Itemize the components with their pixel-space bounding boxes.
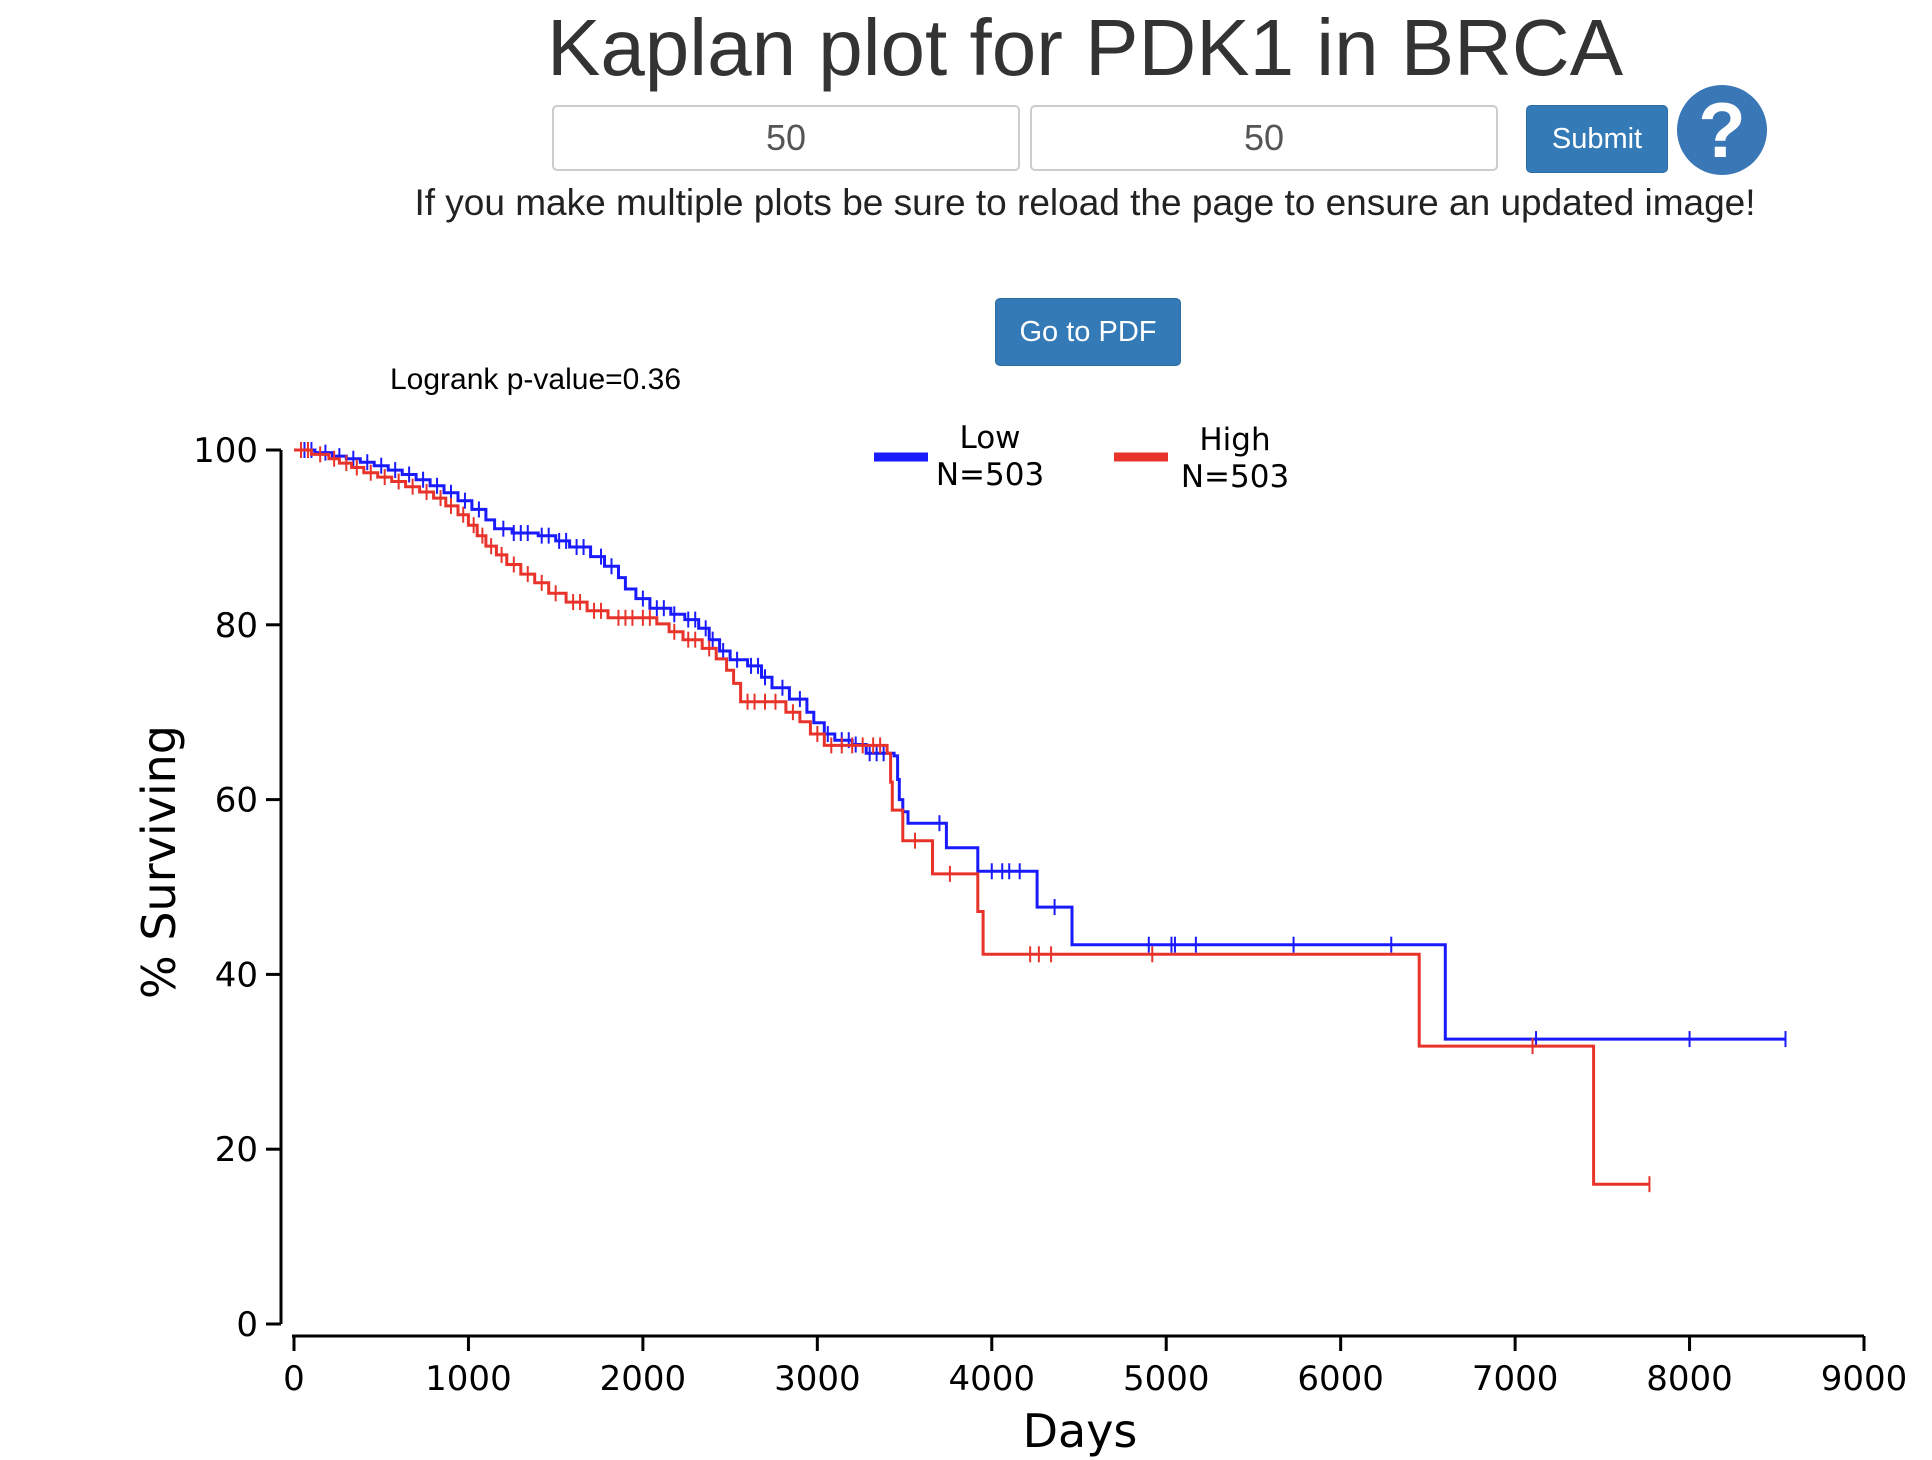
legend-label-low: Low: [959, 420, 1020, 456]
series-high: [294, 442, 1651, 1193]
logrank-annotation: Logrank p-value=0.36: [390, 363, 681, 396]
y-tick-label: 100: [193, 431, 258, 471]
x-tick-label: 4000: [949, 1359, 1036, 1399]
chart-axes: [279, 450, 1864, 1338]
y-tick-label: 80: [215, 606, 258, 646]
page-title: Kaplan plot for PDK1 in BRCA: [546, 3, 1624, 92]
question-circle-icon[interactable]: ?: [1677, 85, 1767, 175]
y-tick-label: 0: [236, 1305, 258, 1345]
y-tick-label: 60: [215, 781, 258, 821]
y-ticks: 0 20 40 60 80 100: [193, 431, 281, 1345]
x-tick-label: 1000: [425, 1359, 512, 1399]
x-tick-label: 2000: [600, 1359, 687, 1399]
legend-n-high: N=503: [1181, 459, 1289, 495]
reload-notice: If you make multiple plots be sure to re…: [414, 182, 1756, 223]
x-axis-title: Days: [1023, 1404, 1138, 1458]
legend-label-high: High: [1199, 422, 1270, 458]
x-tick-label: 6000: [1297, 1359, 1384, 1399]
x-tick-label: 8000: [1646, 1359, 1733, 1399]
survival-curves: [294, 442, 1787, 1193]
high-threshold-input[interactable]: [1030, 105, 1498, 171]
x-tick-label: 0: [283, 1359, 305, 1399]
y-axis-title: % Surviving: [132, 725, 186, 999]
x-tick-label: 7000: [1472, 1359, 1559, 1399]
survival-line-low: [294, 448, 1786, 1041]
low-threshold-input[interactable]: [552, 105, 1020, 171]
x-tick-label: 5000: [1123, 1359, 1210, 1399]
chart-legend: Low N=503 High N=503: [874, 420, 1289, 495]
x-tick-label: 9000: [1821, 1359, 1908, 1399]
go-to-pdf-button[interactable]: Go to PDF: [995, 298, 1181, 366]
legend-n-low: N=503: [936, 457, 1044, 493]
submit-button[interactable]: Submit: [1526, 105, 1668, 173]
x-ticks: 0 1000 2000 3000 4000 5000 6000 7000 8000 9000: [283, 1336, 1907, 1399]
survival-line-high: [294, 448, 1650, 1186]
y-tick-label: 20: [215, 1130, 258, 1170]
x-tick-label: 3000: [774, 1359, 861, 1399]
y-tick-label: 40: [215, 955, 258, 995]
